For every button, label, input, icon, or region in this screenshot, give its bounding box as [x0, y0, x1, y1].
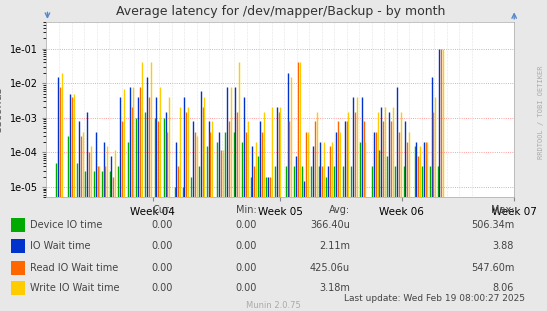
Text: Max:: Max:	[491, 206, 514, 216]
Bar	[11, 281, 25, 295]
Text: Last update: Wed Feb 19 08:00:27 2025: Last update: Wed Feb 19 08:00:27 2025	[344, 294, 525, 303]
Text: 425.06u: 425.06u	[310, 263, 350, 273]
Text: Write IO Wait time: Write IO Wait time	[30, 283, 120, 293]
Text: Munin 2.0.75: Munin 2.0.75	[246, 301, 301, 310]
Text: 366.40u: 366.40u	[310, 220, 350, 230]
Text: 0.00: 0.00	[151, 263, 172, 273]
Text: 3.18m: 3.18m	[319, 283, 350, 293]
Text: 0.00: 0.00	[151, 283, 172, 293]
Text: 0.00: 0.00	[236, 241, 257, 251]
Text: 0.00: 0.00	[236, 283, 257, 293]
Text: 0.00: 0.00	[236, 263, 257, 273]
Bar	[11, 239, 25, 253]
Text: 547.60m: 547.60m	[471, 263, 514, 273]
Text: 3.88: 3.88	[493, 241, 514, 251]
Text: Avg:: Avg:	[329, 206, 350, 216]
Text: Cur:: Cur:	[152, 206, 172, 216]
Text: 0.00: 0.00	[236, 220, 257, 230]
Text: 8.06: 8.06	[493, 283, 514, 293]
Text: Device IO time: Device IO time	[30, 220, 102, 230]
Text: RRDTOOL / TOBI OETIKER: RRDTOOL / TOBI OETIKER	[538, 65, 544, 159]
Text: 2.11m: 2.11m	[319, 241, 350, 251]
Text: 506.34m: 506.34m	[471, 220, 514, 230]
Bar	[11, 218, 25, 231]
Title: Average latency for /dev/mapper/Backup - by month: Average latency for /dev/mapper/Backup -…	[115, 5, 445, 18]
Text: Min:: Min:	[236, 206, 257, 216]
Y-axis label: seconds: seconds	[0, 87, 4, 132]
Text: 0.00: 0.00	[151, 220, 172, 230]
Text: IO Wait time: IO Wait time	[30, 241, 91, 251]
Text: Read IO Wait time: Read IO Wait time	[30, 263, 118, 273]
Bar	[11, 261, 25, 275]
Text: 0.00: 0.00	[151, 241, 172, 251]
